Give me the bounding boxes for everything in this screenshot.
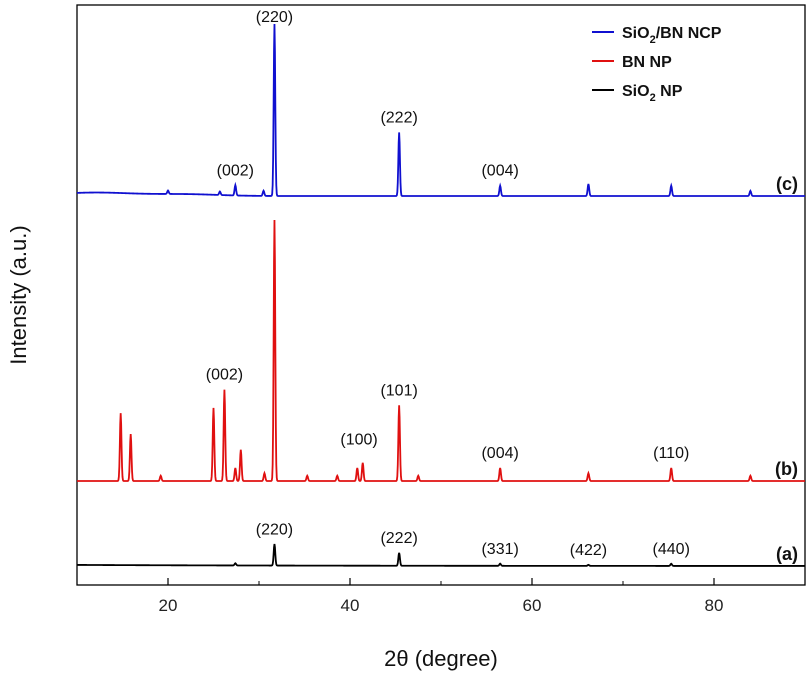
peak-label: (101)	[380, 382, 417, 399]
legend-label: SiO2/BN NCP	[622, 25, 722, 46]
x-tick-label: 80	[705, 596, 724, 615]
legend-label: SiO2 NP	[622, 83, 683, 104]
peak-label: (100)	[340, 432, 377, 449]
x-axis-ticks: 20 40 60 80	[76, 578, 806, 615]
peak-label: (222)	[380, 530, 417, 547]
peak-label: (002)	[206, 367, 243, 384]
peak-label: (222)	[380, 109, 417, 126]
peak-label: (422)	[570, 542, 607, 559]
series-layer	[76, 23, 805, 567]
series-tag: (c)	[776, 174, 798, 194]
peak-label: (110)	[653, 445, 689, 462]
peak-label: (331)	[481, 541, 518, 558]
series-line-1	[77, 219, 805, 482]
legend-label: BN NP	[622, 54, 672, 71]
x-tick-label: 20	[159, 596, 178, 615]
x-tick-label: 60	[523, 596, 542, 615]
peak-annotations: (c) (002) (220) (222) (004) (b) (002) (101) (100…	[206, 9, 798, 564]
peak-label: (004)	[481, 163, 518, 180]
legend: SiO2/BN NCP BN NP SiO2 NP	[592, 25, 722, 104]
series-tag: (b)	[775, 459, 798, 479]
peak-label: (004)	[481, 445, 518, 462]
peak-label: (220)	[256, 521, 293, 538]
series-line-2	[77, 543, 805, 567]
y-axis-title: Intensity (a.u.)	[6, 225, 31, 364]
plot-frame	[76, 4, 806, 586]
peak-label: (002)	[217, 163, 254, 180]
peak-label: (440)	[653, 541, 690, 558]
series-tag: (a)	[776, 544, 798, 564]
x-axis-title: 2θ (degree)	[384, 646, 498, 671]
peak-label: (220)	[256, 9, 293, 26]
x-tick-label: 40	[341, 596, 360, 615]
series-line-0	[76, 23, 805, 197]
